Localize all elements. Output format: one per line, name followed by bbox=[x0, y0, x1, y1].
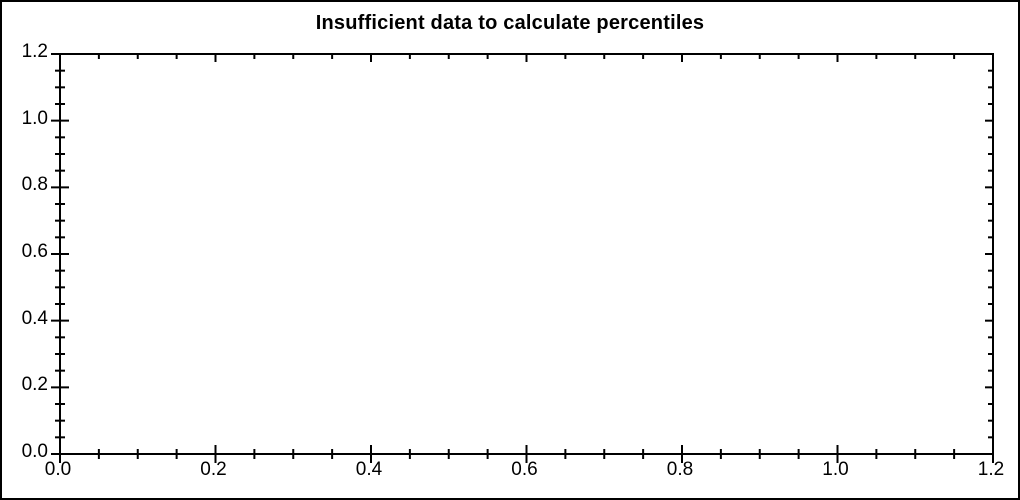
x-axis-tick-label: 1.2 bbox=[977, 459, 1005, 480]
y-axis-tick-label: 1.0 bbox=[21, 107, 48, 129]
y-axis-tick-label: 0.0 bbox=[21, 441, 48, 462]
plot-frame bbox=[59, 53, 994, 455]
y-axis-tick-label: 0.4 bbox=[21, 307, 48, 329]
y-axis-tick-label: 1.2 bbox=[21, 41, 48, 62]
y-axis-tick-label: 0.6 bbox=[21, 241, 48, 262]
y-axis-tick-label: 0.2 bbox=[21, 374, 48, 396]
x-axis-tick-label: 0.8 bbox=[666, 459, 694, 480]
y-axis-tick-label: 0.8 bbox=[21, 174, 48, 196]
x-axis-tick-label: 0.4 bbox=[355, 459, 383, 480]
x-axis-tick-label: 0.0 bbox=[44, 459, 72, 480]
x-axis-tick-label: 0.6 bbox=[511, 459, 538, 480]
chart-title: Insufficient data to calculate percentil… bbox=[315, 12, 705, 34]
x-axis-tick-label: 1.0 bbox=[822, 459, 849, 480]
x-axis-tick-label: 0.2 bbox=[200, 459, 227, 480]
